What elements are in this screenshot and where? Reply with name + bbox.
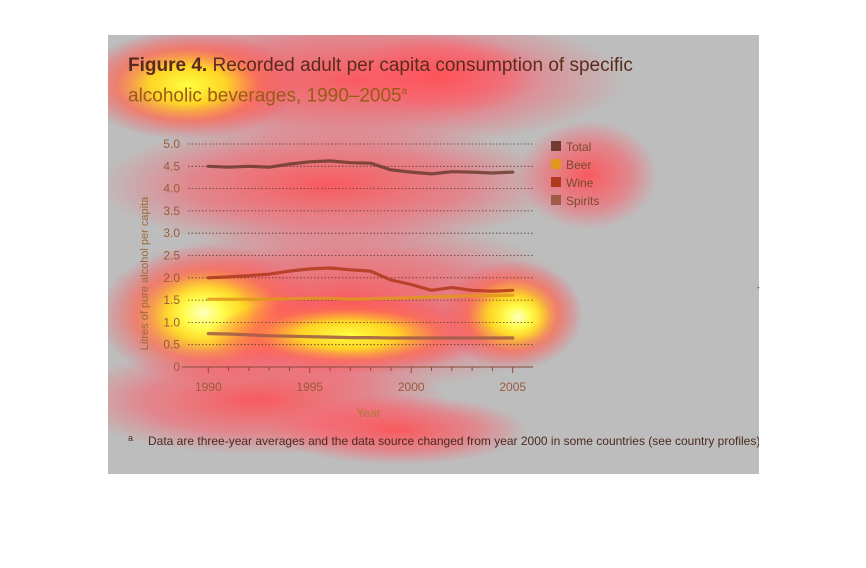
figure-title-line2: alcoholic beverages, 1990–2005 (128, 85, 402, 107)
series-line-wine (206, 266, 515, 293)
legend-label-spirits: Spirits (566, 194, 599, 208)
figure-title-line1: Recorded adult per capita consumption of… (207, 55, 633, 76)
y-tick-label-5: 2.5 (163, 249, 180, 263)
y-axis-label: Litres of pure alcohol per capita (139, 196, 151, 350)
stray-mark: - (757, 283, 760, 292)
y-tick-label-10: 5.0 (163, 137, 180, 151)
y-tick-label-4: 2.0 (163, 271, 180, 285)
y-tick-label-9: 4.5 (163, 159, 180, 173)
figure-label: Figure 4. (128, 55, 208, 76)
line-chart: 0 0.5 1.0 1.5 2.0 2.5 3.0 3.5 4.0 4.5 5.0 1990 1995 2… (139, 137, 599, 420)
x-axis-label: Year (356, 406, 380, 420)
figure-title: Figure 4. Recorded adult per capita cons… (128, 53, 728, 109)
legend-swatch-spirits (551, 195, 561, 205)
footnote-text: Data are three-year averages and the dat… (148, 434, 759, 448)
x-tick-label-1995: 1995 (296, 380, 323, 394)
y-tick-label-3: 1.5 (163, 293, 180, 307)
legend-swatch-beer (551, 159, 561, 169)
x-tick-label-2000: 2000 (398, 380, 425, 394)
footnote-mark: a (128, 433, 134, 443)
attention-heatmap-overlay (108, 35, 658, 465)
legend-label-beer: Beer (566, 158, 591, 172)
y-tick-label-8: 4.0 (163, 182, 180, 196)
figure-title-footnote-mark: a (401, 86, 408, 97)
series-line-spirits (206, 332, 515, 340)
x-tick-label-1990: 1990 (195, 380, 222, 394)
y-tick-label-7: 3.5 (163, 204, 180, 218)
series-line-beer (206, 293, 515, 301)
x-tick-label-2005: 2005 (499, 380, 526, 394)
y-tick-label-0: 0 (173, 360, 180, 374)
legend-swatch-total (551, 141, 561, 151)
y-tick-label-2: 1.0 (163, 315, 180, 329)
legend-label-total: Total (566, 140, 591, 154)
series-line-total (206, 159, 515, 176)
y-tick-label-1: 0.5 (163, 338, 180, 352)
figure-panel: Figure 4. Recorded adult per capita cons… (108, 35, 759, 474)
legend-label-wine: Wine (566, 176, 594, 190)
y-tick-label-6: 3.0 (163, 226, 180, 240)
legend-swatch-wine (551, 177, 561, 187)
